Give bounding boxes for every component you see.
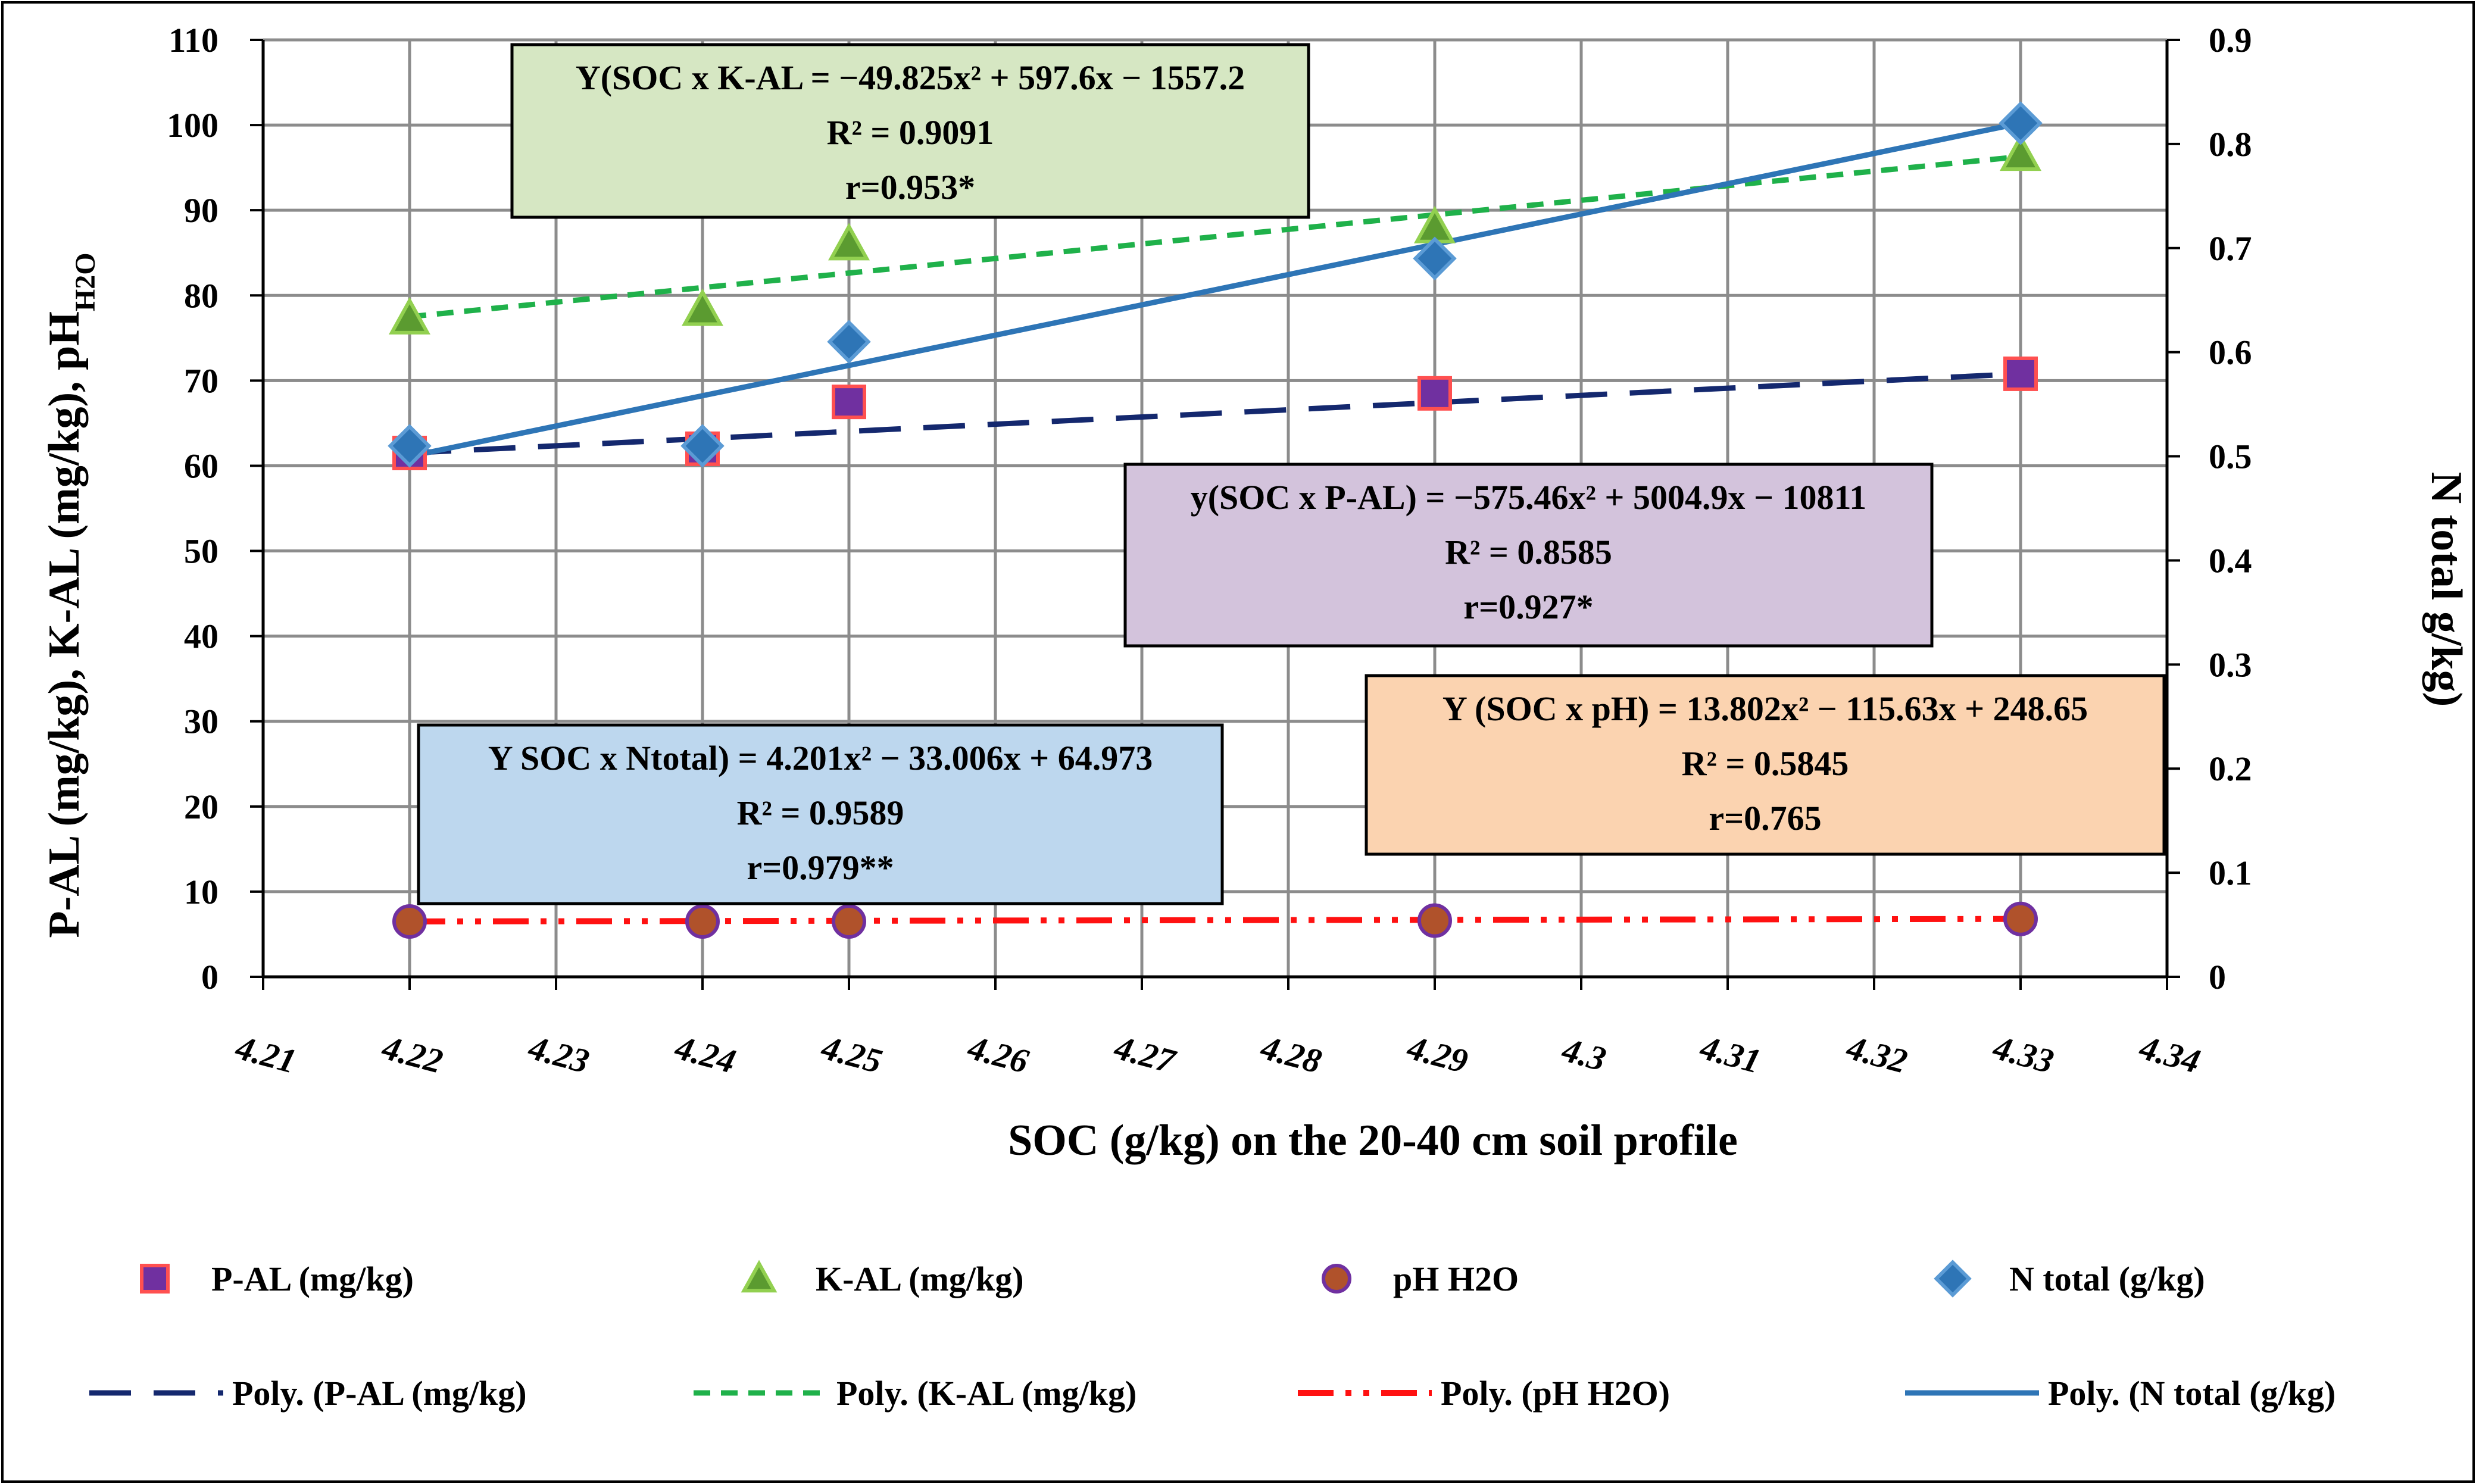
- legend-marker: [1322, 1264, 1351, 1294]
- data-point: [2003, 901, 2038, 936]
- y-left-tick-label: 30: [184, 702, 218, 741]
- y-right-tick-label: 0: [2209, 958, 2226, 996]
- trendline: [409, 120, 2021, 459]
- data-points: [388, 101, 2043, 939]
- equation-text: r=0.927*: [1463, 588, 1593, 626]
- y-axis-left-title-main: P-AL (mg/kg), K-AL (mg/kg), pH: [40, 311, 89, 938]
- y-left-tick-label: 100: [167, 106, 218, 145]
- y-axis-left-title-sub: H2O: [70, 252, 101, 311]
- equation-box: [1123, 463, 1934, 648]
- y-right-tick-label: 0.3: [2209, 645, 2252, 684]
- data-point: [1417, 376, 1452, 411]
- equation-box: [1365, 674, 2166, 856]
- data-point: [680, 424, 725, 468]
- equation-text: Y(SOC x K-AL = −49.825x² + 597.6x − 1557…: [576, 58, 1245, 97]
- equation-text: y(SOC x P-AL) = −575.46x² + 5004.9x − 10…: [1191, 478, 1867, 517]
- axes: [261, 40, 2169, 979]
- y-left-tick-label: 40: [184, 617, 218, 656]
- data-point: [1413, 236, 1457, 281]
- data-point: [685, 904, 720, 939]
- data-point: [2000, 133, 2041, 171]
- y-right-tick-label: 0.9: [2209, 21, 2252, 60]
- legend-label: Poly. (K-AL (mg/kg): [836, 1374, 1136, 1413]
- equation-text: Y SOC x Ntotal) = 4.201x² − 33.006x + 64…: [488, 739, 1153, 777]
- trendlines: [409, 120, 2021, 924]
- legend-label: N total (g/kg): [2009, 1260, 2205, 1298]
- y-left-tick-label: 60: [184, 446, 218, 485]
- y-right-tick-label: 0.2: [2209, 749, 2252, 788]
- equation-text: r=0.765: [1709, 799, 1821, 838]
- legend: P-AL (mg/kg) K-AL (mg/kg) pH H2O N total (g…: [89, 1260, 2336, 1413]
- legend-label: Poly. (pH H2O): [1441, 1374, 1670, 1413]
- data-point: [1417, 903, 1452, 938]
- y-right-tick-label: 0.1: [2209, 854, 2252, 892]
- y-left-tick-label: 90: [184, 191, 218, 230]
- equation-text: R² = 0.9589: [737, 793, 904, 832]
- legend-marker: [741, 1260, 778, 1293]
- trendline: [409, 371, 2021, 456]
- equation-text: R² = 0.5845: [1682, 744, 1849, 783]
- data-point: [682, 288, 723, 326]
- legend-label: Poly. (P-AL (mg/kg): [232, 1374, 527, 1413]
- legend-label: pH H2O: [1393, 1260, 1519, 1298]
- legend-marker: [140, 1264, 170, 1294]
- equation-text: r=0.953*: [845, 168, 975, 207]
- data-point: [392, 904, 427, 939]
- y-left-tick-label: 10: [184, 873, 218, 911]
- x-axis-title: SOC (g/kg) on the 20-40 cm soil profile: [1008, 1116, 1738, 1165]
- y-left-tick-label: 110: [168, 21, 218, 60]
- trendline: [409, 916, 2021, 924]
- y-right-tick-label: 0.8: [2209, 125, 2252, 164]
- data-point: [388, 424, 432, 468]
- y-left-tick-label: 20: [184, 788, 218, 826]
- data-point: [828, 223, 870, 261]
- y-left-tick-label: 0: [201, 958, 218, 996]
- y-axis-right-title: N total g/kg): [2422, 472, 2471, 707]
- equation-text: R² = 0.8585: [1445, 533, 1612, 571]
- equation-box: [510, 43, 1310, 219]
- y-left-tick-label: 80: [184, 276, 218, 315]
- y-right-tick-label: 0.5: [2209, 438, 2252, 476]
- equation-text: R² = 0.9091: [827, 113, 994, 152]
- y-left-tick-label: 50: [184, 532, 218, 571]
- legend-label: Poly. (N total (g/kg): [2048, 1374, 2336, 1413]
- data-point: [389, 296, 430, 335]
- data-point: [832, 904, 866, 939]
- legend-label: K-AL (mg/kg): [816, 1260, 1024, 1298]
- data-point: [1999, 101, 2043, 145]
- trendline: [409, 154, 2021, 320]
- equation-boxes: Y(SOC x K-AL = −49.825x² + 597.6x − 1557…: [417, 43, 2166, 905]
- y-right-tick-label: 0.4: [2209, 541, 2252, 580]
- data-point: [832, 385, 866, 420]
- data-point: [827, 320, 871, 364]
- svg-text:P-AL (mg/kg), K-AL (mg/kg), pH: P-AL (mg/kg), K-AL (mg/kg), pHH2O: [40, 252, 101, 938]
- y-left-tick-label: 70: [184, 361, 218, 400]
- y-right-tick-label: 0.7: [2209, 229, 2252, 268]
- equation-text: Y (SOC x pH) = 13.802x² − 115.63x + 248.…: [1442, 689, 2088, 728]
- y-right-tick-label: 0.6: [2209, 333, 2252, 372]
- legend-marker: [1934, 1260, 1972, 1298]
- y-axis-left-title: P-AL (mg/kg), K-AL (mg/kg), pHH2O: [40, 252, 101, 938]
- data-point: [2003, 356, 2038, 391]
- legend-label: P-AL (mg/kg): [211, 1260, 414, 1298]
- equation-text: r=0.979**: [747, 848, 894, 887]
- equation-box: [417, 723, 1224, 905]
